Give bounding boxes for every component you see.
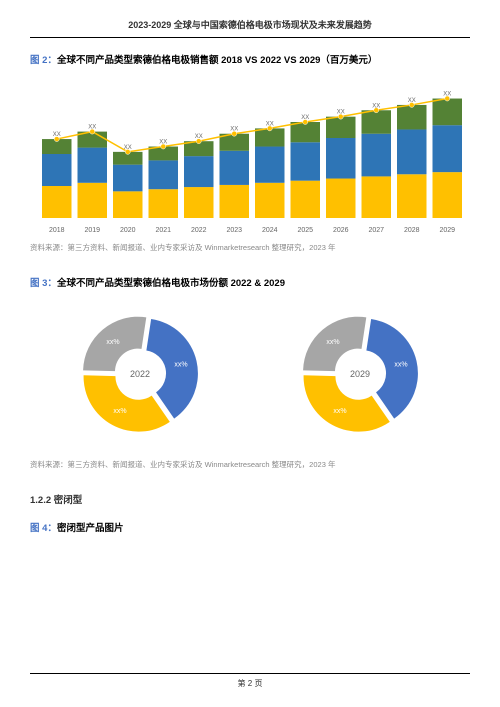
- donut-row: xx% xx% xx% 2022 xx% xx% xx% 2029: [30, 299, 470, 449]
- figure4-title: 密闭型产品图片: [57, 523, 124, 534]
- svg-text:2029: 2029: [350, 369, 370, 379]
- donut-chart: xx% xx% xx% 2029: [285, 299, 435, 449]
- svg-text:2028: 2028: [404, 227, 420, 234]
- svg-text:xx%: xx%: [326, 339, 339, 346]
- svg-text:xx%: xx%: [333, 408, 346, 415]
- svg-text:2026: 2026: [333, 227, 349, 234]
- svg-text:2024: 2024: [262, 227, 278, 234]
- svg-text:2025: 2025: [297, 227, 313, 234]
- figure2-num: 图 2：: [30, 55, 57, 66]
- svg-text:xx%: xx%: [106, 339, 119, 346]
- svg-text:2022: 2022: [191, 227, 207, 234]
- figure2-caption: 图 2：全球不同产品类型索德伯格电极销售额 2018 VS 2022 VS 20…: [30, 52, 470, 66]
- figure2-chart: XX2018XX2019XX2020XX2021XX2022XX2023XX20…: [30, 76, 470, 236]
- svg-text:xx%: xx%: [113, 408, 126, 415]
- figure3-caption: 图 3：全球不同产品类型索德伯格电极市场份额 2022 & 2029: [30, 275, 470, 289]
- svg-text:2019: 2019: [84, 227, 100, 234]
- donut-2022: xx% xx% xx% 2022: [65, 299, 215, 449]
- svg-text:2021: 2021: [155, 227, 171, 234]
- figure3-source: 资料来源：第三方资料、新闻报道、业内专家采访及 Winmarketresearc…: [30, 459, 470, 470]
- page-header: 2023-2029 全球与中国索德伯格电极市场现状及未来发展趋势: [30, 18, 470, 38]
- svg-text:2018: 2018: [49, 227, 65, 234]
- svg-text:2029: 2029: [439, 227, 455, 234]
- figure2-source: 资料来源：第三方资料、新闻报道、业内专家采访及 Winmarketresearc…: [30, 242, 470, 253]
- svg-text:2020: 2020: [120, 227, 136, 234]
- figure4-num: 图 4：: [30, 523, 57, 534]
- figure4-caption: 图 4：密闭型产品图片: [30, 520, 470, 534]
- svg-text:2027: 2027: [368, 227, 384, 234]
- svg-text:2022: 2022: [130, 369, 150, 379]
- svg-text:xx%: xx%: [394, 362, 407, 369]
- svg-text:xx%: xx%: [174, 362, 187, 369]
- figure3-title: 全球不同产品类型索德伯格电极市场份额 2022 & 2029: [57, 278, 285, 289]
- page-footer: 第 2 页: [30, 673, 470, 689]
- stacked-bar-chart: XX2018XX2019XX2020XX2021XX2022XX2023XX20…: [30, 76, 470, 236]
- svg-text:2023: 2023: [226, 227, 242, 234]
- donut-2029: xx% xx% xx% 2029: [285, 299, 435, 449]
- section-heading: 1.2.2 密闭型: [30, 492, 470, 506]
- donut-chart: xx% xx% xx% 2022: [65, 299, 215, 449]
- figure3-num: 图 3：: [30, 278, 57, 289]
- figure2-title: 全球不同产品类型索德伯格电极销售额 2018 VS 2022 VS 2029（百…: [57, 55, 377, 66]
